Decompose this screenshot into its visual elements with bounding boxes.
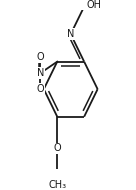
Text: N: N (67, 29, 74, 39)
Text: N: N (37, 68, 44, 78)
Text: O: O (37, 84, 44, 94)
Text: OH: OH (86, 0, 101, 10)
Text: O: O (37, 52, 44, 62)
Text: O: O (53, 143, 61, 154)
Text: CH₃: CH₃ (48, 180, 66, 190)
